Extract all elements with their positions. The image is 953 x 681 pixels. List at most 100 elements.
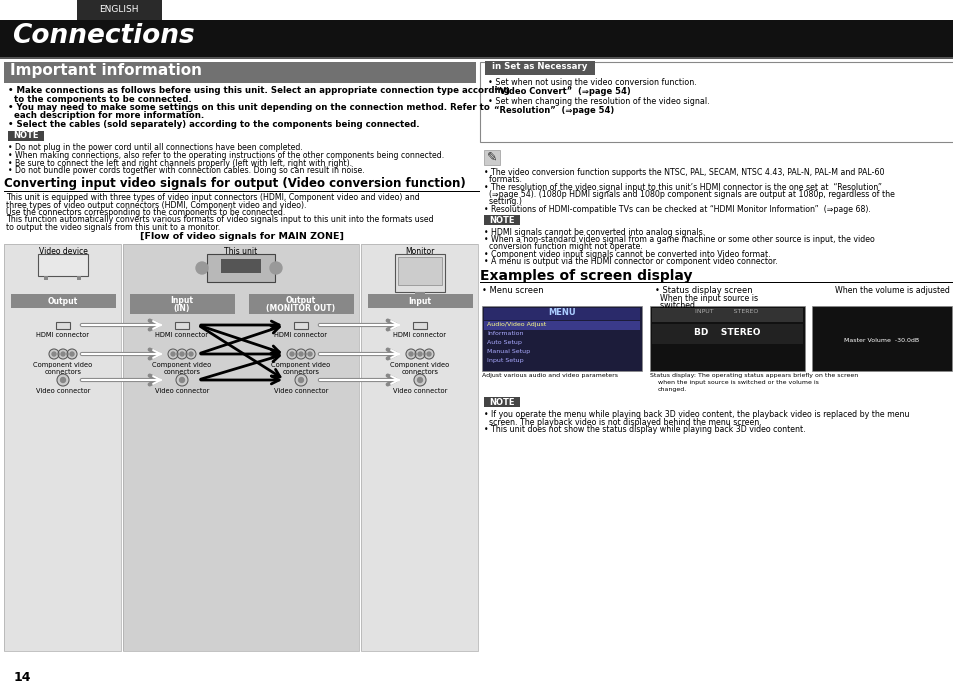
Text: BD    STEREO: BD STEREO	[693, 328, 760, 337]
Bar	[483, 339, 639, 348]
Text: ✎: ✎	[486, 151, 497, 164]
Bar	[4, 244, 121, 651]
Text: Video connector: Video connector	[36, 388, 91, 394]
Bar	[413, 322, 427, 329]
Text: Video device: Video device	[38, 247, 88, 256]
Circle shape	[60, 377, 66, 383]
Text: • Do not plug in the power cord until all connections have been completed.: • Do not plug in the power cord until al…	[8, 144, 302, 153]
Bar	[4, 244, 121, 651]
Text: (IN): (IN)	[173, 304, 190, 313]
Circle shape	[180, 352, 184, 356]
Text: Important information: Important information	[10, 63, 202, 78]
Bar	[221, 259, 261, 273]
Text: Audio/Video Adjust: Audio/Video Adjust	[486, 322, 546, 328]
Text: screen. The playback video is not displayed behind the menu screen.: screen. The playback video is not displa…	[483, 417, 760, 426]
Circle shape	[294, 374, 307, 386]
Circle shape	[417, 377, 422, 383]
Bar	[481, 306, 641, 371]
Circle shape	[186, 349, 195, 359]
Text: MENU: MENU	[548, 308, 576, 317]
Bar	[38, 254, 88, 276]
Text: NOTE: NOTE	[489, 216, 515, 225]
Circle shape	[287, 349, 296, 359]
Circle shape	[58, 349, 68, 359]
Circle shape	[70, 352, 74, 356]
Circle shape	[308, 352, 312, 356]
Circle shape	[406, 349, 416, 359]
Bar	[483, 330, 639, 339]
Text: Component video: Component video	[271, 362, 331, 368]
Circle shape	[168, 349, 178, 359]
Text: [Flow of video signals for MAIN ZONE]: [Flow of video signals for MAIN ZONE]	[140, 232, 344, 241]
Circle shape	[295, 349, 306, 359]
Bar	[483, 308, 639, 320]
Bar	[483, 215, 519, 225]
Text: Input: Input	[408, 297, 431, 306]
Bar	[56, 322, 70, 329]
Circle shape	[67, 349, 77, 359]
Text: (MONITOR OUT): (MONITOR OUT)	[266, 304, 335, 313]
Bar	[483, 348, 639, 358]
Text: When the volume is adjusted: When the volume is adjusted	[834, 286, 949, 296]
Circle shape	[52, 352, 56, 356]
Bar	[479, 62, 953, 142]
Text: connectors: connectors	[163, 369, 200, 375]
Bar	[415, 292, 424, 298]
Text: Use the connectors corresponding to the components to be connected.: Use the connectors corresponding to the …	[6, 208, 285, 217]
Circle shape	[290, 352, 294, 356]
Text: • Do not bundle power cords together with connection cables. Doing so can result: • Do not bundle power cords together wit…	[8, 166, 364, 175]
Text: • When a non-standard video signal from a game machine or some other source is i: • When a non-standard video signal from …	[483, 235, 874, 244]
Text: to the components to be connected.: to the components to be connected.	[8, 95, 192, 104]
Text: Status display: The operating status appears briefly on the screen: Status display: The operating status app…	[649, 373, 858, 379]
Circle shape	[171, 352, 174, 356]
Text: Input Setup: Input Setup	[486, 358, 523, 363]
Text: three types of video output connectors (HDMI, Component video and video).: three types of video output connectors (…	[6, 201, 306, 210]
Bar	[130, 294, 234, 314]
Bar	[484, 61, 595, 75]
Text: • HDMI signals cannot be converted into analog signals.: • HDMI signals cannot be converted into …	[483, 228, 704, 237]
Bar	[174, 322, 189, 329]
Circle shape	[49, 349, 59, 359]
Text: • Set when changing the resolution of the video signal.: • Set when changing the resolution of th…	[488, 97, 709, 106]
Text: NOTE: NOTE	[13, 131, 39, 140]
Circle shape	[409, 352, 413, 356]
Text: Manual Setup: Manual Setup	[486, 349, 530, 354]
Circle shape	[305, 349, 314, 359]
Text: INPUT          STEREO: INPUT STEREO	[695, 309, 758, 315]
Circle shape	[423, 349, 434, 359]
Text: • Component video input signals cannot be converted into Video format.: • Component video input signals cannot b…	[483, 250, 770, 259]
Bar	[207, 254, 274, 282]
Circle shape	[175, 374, 188, 386]
Text: Adjust various audio and video parameters: Adjust various audio and video parameter…	[481, 373, 618, 379]
Bar	[294, 322, 308, 329]
Text: changed.: changed.	[658, 387, 686, 392]
Text: Video connector: Video connector	[154, 388, 209, 394]
Bar	[4, 62, 476, 83]
Text: setting.): setting.)	[483, 197, 521, 206]
Text: 14: 14	[14, 671, 31, 681]
Circle shape	[179, 377, 184, 383]
Text: • Status display screen: • Status display screen	[655, 286, 752, 296]
Bar	[0, 20, 953, 57]
Text: Input: Input	[171, 296, 193, 305]
Text: Output: Output	[286, 296, 315, 305]
Text: Examples of screen display: Examples of screen display	[479, 269, 692, 283]
Bar	[483, 397, 519, 407]
Text: • Resolutions of HDMI-compatible TVs can be checked at “HDMI Monitor Information: • Resolutions of HDMI-compatible TVs can…	[483, 204, 870, 214]
Text: • Make connections as follows before using this unit. Select an appropriate conn: • Make connections as follows before usi…	[8, 86, 509, 95]
Text: • If you operate the menu while playing back 3D video content, the playback vide: • If you operate the menu while playing …	[483, 410, 908, 419]
Bar	[360, 244, 477, 651]
Text: “Video Convert”  (⇒page 54): “Video Convert” (⇒page 54)	[494, 87, 630, 96]
Bar	[483, 358, 639, 366]
Bar	[11, 294, 116, 308]
Text: Connections: Connections	[12, 23, 194, 49]
Bar	[395, 254, 444, 292]
Text: • Menu screen: • Menu screen	[481, 286, 543, 296]
Text: • The resolution of the video signal input to this unit’s HDMI connector is the : • The resolution of the video signal inp…	[483, 183, 882, 191]
Bar	[360, 244, 477, 651]
Circle shape	[177, 349, 187, 359]
Circle shape	[57, 374, 69, 386]
Text: Component video: Component video	[152, 362, 212, 368]
Bar	[77, 276, 81, 280]
Bar	[483, 150, 499, 165]
